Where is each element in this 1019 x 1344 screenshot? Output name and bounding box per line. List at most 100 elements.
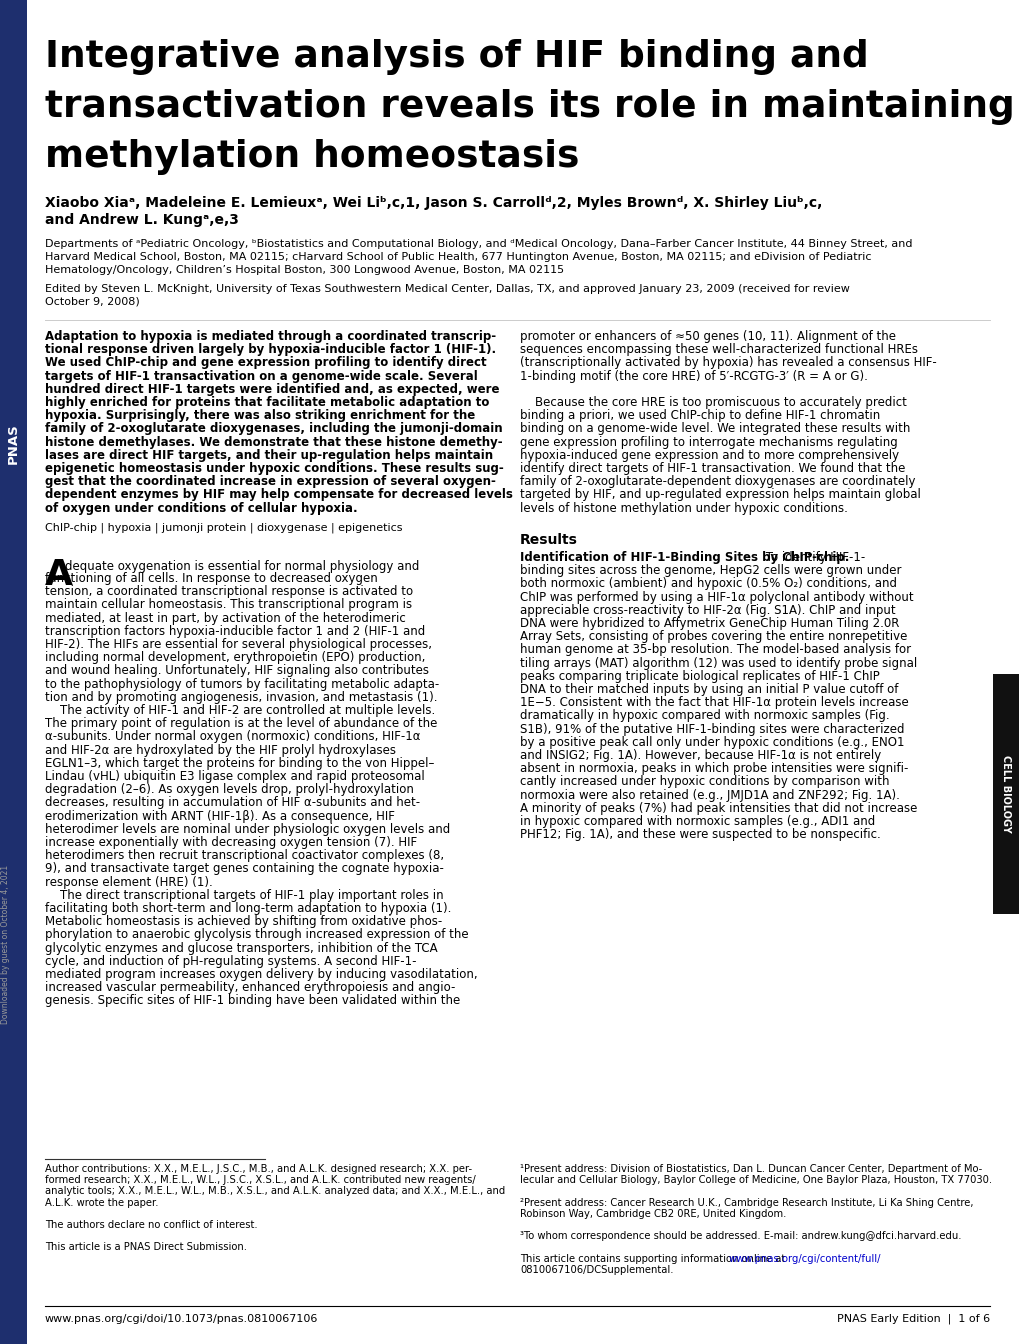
Text: family of 2-oxoglutarate-dependent dioxygenases are coordinately: family of 2-oxoglutarate-dependent dioxy… [520, 476, 915, 488]
Text: Hematology/Oncology, Children’s Hospital Boston, 300 Longwood Avenue, Boston, MA: Hematology/Oncology, Children’s Hospital… [45, 265, 564, 276]
Text: HIF-2). The HIFs are essential for several physiological processes,: HIF-2). The HIFs are essential for sever… [45, 638, 432, 650]
Text: A: A [45, 558, 73, 591]
Text: PNAS: PNAS [7, 423, 20, 465]
Text: hypoxia-induced gene expression and to more comprehensively: hypoxia-induced gene expression and to m… [520, 449, 898, 462]
Text: lases are direct HIF targets, and their up-regulation helps maintain: lases are direct HIF targets, and their … [45, 449, 492, 462]
Text: cantly increased under hypoxic conditions by comparison with: cantly increased under hypoxic condition… [520, 775, 889, 789]
Text: The activity of HIF-1 and HIF-2 are controlled at multiple levels.: The activity of HIF-1 and HIF-2 are cont… [45, 704, 435, 716]
Text: CELL BIOLOGY: CELL BIOLOGY [1001, 755, 1011, 833]
Text: dequate oxygenation is essential for normal physiology and: dequate oxygenation is essential for nor… [65, 560, 419, 573]
Text: binding on a genome-wide level. We integrated these results with: binding on a genome-wide level. We integ… [520, 422, 910, 435]
Text: tiling arrays (MAT) algorithm (12) was used to identify probe signal: tiling arrays (MAT) algorithm (12) was u… [520, 657, 916, 669]
Text: and INSIG2; Fig. 1A). However, because HIF-1α is not entirely: and INSIG2; Fig. 1A). However, because H… [520, 749, 880, 762]
Text: Author contributions: X.X., M.E.L., J.S.C., M.B., and A.L.K. designed research; : Author contributions: X.X., M.E.L., J.S.… [45, 1164, 472, 1175]
Text: cycle, and induction of pH-regulating systems. A second HIF-1-: cycle, and induction of pH-regulating sy… [45, 954, 416, 968]
Text: hypoxia. Surprisingly, there was also striking enrichment for the: hypoxia. Surprisingly, there was also st… [45, 409, 475, 422]
Text: mediated, at least in part, by activation of the heterodimeric: mediated, at least in part, by activatio… [45, 612, 406, 625]
Text: tension, a coordinated transcriptional response is activated to: tension, a coordinated transcriptional r… [45, 585, 413, 598]
Text: Downloaded by guest on October 4, 2021: Downloaded by guest on October 4, 2021 [1, 864, 10, 1024]
Text: promoter or enhancers of ≈50 genes (10, 11). Alignment of the: promoter or enhancers of ≈50 genes (10, … [520, 331, 895, 343]
Text: facilitating both short-term and long-term adaptation to hypoxia (1).: facilitating both short-term and long-te… [45, 902, 451, 915]
Text: ChIP-chip | hypoxia | jumonji protein | dioxygenase | epigenetics: ChIP-chip | hypoxia | jumonji protein | … [45, 523, 403, 534]
Text: dependent enzymes by HIF may help compensate for decreased levels: dependent enzymes by HIF may help compen… [45, 488, 513, 501]
Text: Robinson Way, Cambridge CB2 0RE, United Kingdom.: Robinson Way, Cambridge CB2 0RE, United … [520, 1208, 786, 1219]
Text: DNA to their matched inputs by using an initial P value cutoff of: DNA to their matched inputs by using an … [520, 683, 898, 696]
Text: www.pnas.org/cgi/content/full/: www.pnas.org/cgi/content/full/ [729, 1254, 880, 1263]
Text: Adaptation to hypoxia is mediated through a coordinated transcrip-: Adaptation to hypoxia is mediated throug… [45, 331, 495, 343]
Text: 1E−5. Consistent with the fact that HIF-1α protein levels increase: 1E−5. Consistent with the fact that HIF-… [520, 696, 908, 710]
Text: by a positive peak call only under hypoxic conditions (e.g., ENO1: by a positive peak call only under hypox… [520, 735, 904, 749]
Text: family of 2-oxoglutarate dioxygenases, including the jumonji-domain: family of 2-oxoglutarate dioxygenases, i… [45, 422, 502, 435]
Text: DNA were hybridized to Affymetrix GeneChip Human Tiling 2.0R: DNA were hybridized to Affymetrix GeneCh… [520, 617, 899, 630]
Text: Edited by Steven L. McKnight, University of Texas Southwestern Medical Center, D: Edited by Steven L. McKnight, University… [45, 284, 849, 294]
Text: This article contains supporting information online at: This article contains supporting informa… [520, 1254, 788, 1263]
Text: heterodimer levels are nominal under physiologic oxygen levels and: heterodimer levels are nominal under phy… [45, 823, 449, 836]
Text: 0810067106/DCSupplemental.: 0810067106/DCSupplemental. [520, 1265, 673, 1275]
Text: Results: Results [520, 534, 578, 547]
Text: Lindau (vHL) ubiquitin E3 ligase complex and rapid proteosomal: Lindau (vHL) ubiquitin E3 ligase complex… [45, 770, 424, 784]
Text: increased vascular permeability, enhanced erythropoiesis and angio-: increased vascular permeability, enhance… [45, 981, 454, 995]
Text: highly enriched for proteins that facilitate metabolic adaptation to: highly enriched for proteins that facili… [45, 396, 489, 409]
Text: binding a priori, we used ChIP-chip to define HIF-1 chromatin: binding a priori, we used ChIP-chip to d… [520, 409, 879, 422]
Text: To identify HIF-1-: To identify HIF-1- [761, 551, 865, 564]
Text: gest that the coordinated increase in expression of several oxygen-: gest that the coordinated increase in ex… [45, 476, 495, 488]
Text: transcription factors hypoxia-inducible factor 1 and 2 (HIF-1 and: transcription factors hypoxia-inducible … [45, 625, 425, 638]
Text: sequences encompassing these well-characterized functional HREs: sequences encompassing these well-charac… [520, 343, 917, 356]
Bar [0, 0, 26, 1344]
Text: The authors declare no conflict of interest.: The authors declare no conflict of inter… [45, 1220, 258, 1230]
Text: Metabolic homeostasis is achieved by shifting from oxidative phos-: Metabolic homeostasis is achieved by shi… [45, 915, 442, 929]
Text: to the pathophysiology of tumors by facilitating metabolic adapta-: to the pathophysiology of tumors by faci… [45, 677, 439, 691]
Text: hundred direct HIF-1 targets were identified and, as expected, were: hundred direct HIF-1 targets were identi… [45, 383, 499, 395]
Text: The direct transcriptional targets of HIF-1 play important roles in: The direct transcriptional targets of HI… [45, 888, 443, 902]
Text: tion and by promoting angiogenesis, invasion, and metastasis (1).: tion and by promoting angiogenesis, inva… [45, 691, 437, 704]
Text: in hypoxic compared with normoxic samples (e.g., ADI1 and: in hypoxic compared with normoxic sample… [520, 814, 874, 828]
Text: increase exponentially with decreasing oxygen tension (7). HIF: increase exponentially with decreasing o… [45, 836, 417, 849]
Text: formed research; X.X., M.E.L., W.L., J.S.C., X.S.L., and A.L.K. contributed new : formed research; X.X., M.E.L., W.L., J.S… [45, 1175, 475, 1185]
Text: The primary point of regulation is at the level of abundance of the: The primary point of regulation is at th… [45, 718, 437, 730]
Text: 9), and transactivate target genes containing the cognate hypoxia-: 9), and transactivate target genes conta… [45, 863, 443, 875]
Text: histone demethylases. We demonstrate that these histone demethy-: histone demethylases. We demonstrate tha… [45, 435, 502, 449]
Text: 1-binding motif (the core HRE) of 5′-RCGTG-3′ (R = A or G).: 1-binding motif (the core HRE) of 5′-RCG… [520, 370, 867, 383]
Text: S1B), 91% of the putative HIF-1-binding sites were characterized: S1B), 91% of the putative HIF-1-binding … [520, 723, 904, 735]
Text: glycolytic enzymes and glucose transporters, inhibition of the TCA: glycolytic enzymes and glucose transport… [45, 942, 437, 954]
Text: identify direct targets of HIF-1 transactivation. We found that the: identify direct targets of HIF-1 transac… [520, 462, 905, 474]
Text: targeted by HIF, and up-regulated expression helps maintain global: targeted by HIF, and up-regulated expres… [520, 488, 920, 501]
Text: www.pnas.org/cgi/doi/10.1073/pnas.0810067106: www.pnas.org/cgi/doi/10.1073/pnas.081006… [45, 1314, 318, 1324]
Text: degradation (2–6). As oxygen levels drop, prolyl-hydroxylation: degradation (2–6). As oxygen levels drop… [45, 784, 414, 796]
Text: and HIF-2α are hydroxylated by the HIF prolyl hydroxylases: and HIF-2α are hydroxylated by the HIF p… [45, 743, 395, 757]
Text: α-subunits. Under normal oxygen (normoxic) conditions, HIF-1α: α-subunits. Under normal oxygen (normoxi… [45, 730, 420, 743]
Text: October 9, 2008): October 9, 2008) [45, 297, 140, 306]
Text: analytic tools; X.X., M.E.L., W.L., M.B., X.S.L., and A.L.K. analyzed data; and : analytic tools; X.X., M.E.L., W.L., M.B.… [45, 1187, 504, 1196]
Text: PNAS Early Edition  |  1 of 6: PNAS Early Edition | 1 of 6 [836, 1314, 989, 1324]
Text: absent in normoxia, peaks in which probe intensities were signifi-: absent in normoxia, peaks in which probe… [520, 762, 908, 775]
Text: appreciable cross-reactivity to HIF-2α (Fig. S1A). ChIP and input: appreciable cross-reactivity to HIF-2α (… [520, 603, 895, 617]
Text: lecular and Cellular Biology, Baylor College of Medicine, One Baylor Plaza, Hous: lecular and Cellular Biology, Baylor Col… [520, 1175, 991, 1185]
Text: A minority of peaks (7%) had peak intensities that did not increase: A minority of peaks (7%) had peak intens… [520, 802, 916, 814]
Text: PHF12; Fig. 1A), and these were suspected to be nonspecific.: PHF12; Fig. 1A), and these were suspecte… [520, 828, 879, 841]
Text: and wound healing. Unfortunately, HIF signaling also contributes: and wound healing. Unfortunately, HIF si… [45, 664, 429, 677]
Text: Identification of HIF-1-Binding Sites by ChIP-chip.: Identification of HIF-1-Binding Sites by… [520, 551, 849, 564]
Text: levels of histone methylation under hypoxic conditions.: levels of histone methylation under hypo… [520, 501, 847, 515]
Text: Harvard Medical School, Boston, MA 02115; cHarvard School of Public Health, 677 : Harvard Medical School, Boston, MA 02115… [45, 253, 870, 262]
Text: EGLN1–3, which target the proteins for binding to the von Hippel–: EGLN1–3, which target the proteins for b… [45, 757, 434, 770]
Text: and Andrew L. Kungᵃ,e,3: and Andrew L. Kungᵃ,e,3 [45, 212, 238, 227]
Text: genesis. Specific sites of HIF-1 binding have been validated within the: genesis. Specific sites of HIF-1 binding… [45, 995, 460, 1008]
Text: both normoxic (ambient) and hypoxic (0.5% O₂) conditions, and: both normoxic (ambient) and hypoxic (0.5… [520, 578, 896, 590]
Text: ²Present address: Cancer Research U.K., Cambridge Research Institute, Li Ka Shin: ²Present address: Cancer Research U.K., … [520, 1198, 972, 1208]
Text: heterodimers then recruit transcriptional coactivator complexes (8,: heterodimers then recruit transcriptiona… [45, 849, 443, 863]
Text: of oxygen under conditions of cellular hypoxia.: of oxygen under conditions of cellular h… [45, 501, 358, 515]
Text: This article is a PNAS Direct Submission.: This article is a PNAS Direct Submission… [45, 1242, 247, 1253]
Text: ³To whom correspondence should be addressed. E-mail: andrew.kung@dfci.harvard.ed: ³To whom correspondence should be addres… [520, 1231, 961, 1242]
Text: targets of HIF-1 transactivation on a genome-wide scale. Several: targets of HIF-1 transactivation on a ge… [45, 370, 477, 383]
Text: Departments of ᵃPediatric Oncology, ᵇBiostatistics and Computational Biology, an: Departments of ᵃPediatric Oncology, ᵇBio… [45, 239, 912, 249]
Text: Integrative analysis of HIF binding and: Integrative analysis of HIF binding and [45, 39, 868, 75]
Text: response element (HRE) (1).: response element (HRE) (1). [45, 875, 213, 888]
Text: ¹Present address: Division of Biostatistics, Dan L. Duncan Cancer Center, Depart: ¹Present address: Division of Biostatist… [520, 1164, 981, 1175]
Text: phorylation to anaerobic glycolysis through increased expression of the: phorylation to anaerobic glycolysis thro… [45, 929, 468, 941]
Text: epigenetic homeostasis under hypoxic conditions. These results sug-: epigenetic homeostasis under hypoxic con… [45, 462, 503, 474]
Text: methylation homeostasis: methylation homeostasis [45, 138, 579, 175]
Text: decreases, resulting in accumulation of HIF α-subunits and het-: decreases, resulting in accumulation of … [45, 797, 420, 809]
Text: peaks comparing triplicate biological replicates of HIF-1 ChIP: peaks comparing triplicate biological re… [520, 669, 878, 683]
Text: (transcriptionally activated by hypoxia) has revealed a consensus HIF-: (transcriptionally activated by hypoxia)… [520, 356, 935, 370]
Text: dramatically in hypoxic compared with normoxic samples (Fig.: dramatically in hypoxic compared with no… [520, 710, 889, 723]
